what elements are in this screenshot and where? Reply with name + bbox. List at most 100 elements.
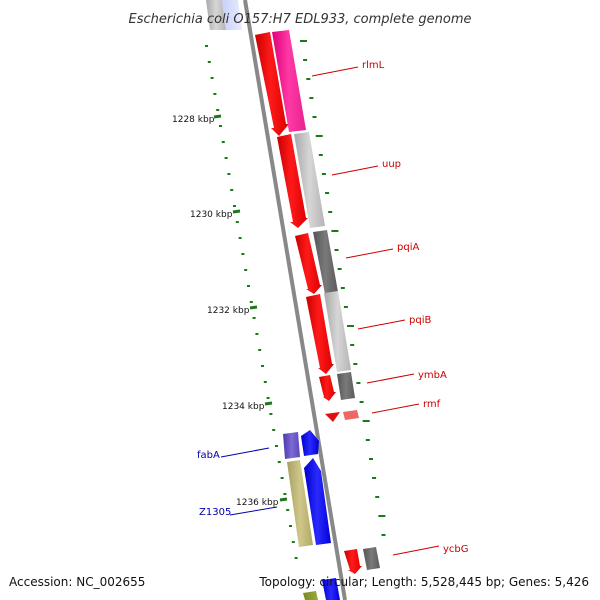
track-dot (221, 141, 225, 143)
track-dot (369, 458, 373, 460)
track-dot (303, 59, 308, 61)
gene-fabA-leader (220, 447, 270, 458)
track-dot (235, 221, 239, 223)
track-dot (291, 541, 295, 543)
track-dot (230, 189, 234, 191)
gene-pqiB-leader (357, 319, 406, 330)
track-dot (213, 93, 217, 95)
tick-label-1234: 1234 kbp (222, 402, 265, 412)
gene-pqiA-box (313, 230, 338, 294)
track-dot (263, 381, 267, 383)
feature-block-top-pale (222, 0, 242, 30)
gene-Z1305-arrow (304, 458, 331, 545)
track-dot (277, 461, 281, 463)
track-dot (340, 287, 345, 289)
gene-uup-arrow (277, 134, 308, 228)
genome-summary-text: Topology: circular; Length: 5,528,445 bp… (258, 575, 589, 589)
track-dot (227, 173, 231, 175)
accession-text: Accession: NC_002655 (9, 575, 145, 589)
gene-ymbA-box (337, 372, 355, 400)
track-dot (233, 205, 236, 207)
track-dot (219, 125, 222, 127)
gene-fabA-box (283, 432, 300, 459)
feature-block-bottom-blue (322, 578, 340, 600)
track-dot (210, 77, 214, 79)
gene-ymbA-label: ymbA (418, 370, 447, 381)
gene-rmf-label: rmf (423, 399, 441, 410)
gene-pqiA-arrow (295, 233, 322, 294)
tick-track (205, 40, 386, 559)
gene-Z1305-label: Z1305 (199, 507, 231, 518)
track-dot (252, 317, 256, 319)
track-dot (275, 445, 278, 447)
track-dot (255, 333, 259, 335)
gene-rmf-box (343, 410, 359, 420)
feature-block-bottom-olive (303, 591, 318, 600)
gene-uup-box (294, 132, 325, 228)
track-dot (381, 534, 386, 536)
track-dot (238, 237, 242, 239)
track-dot (309, 97, 314, 99)
gene-uup-label: uup (382, 159, 401, 170)
gene-ycbG-label: ycbG (443, 544, 469, 555)
gene-Z1305-box (287, 460, 313, 547)
track-dot (306, 78, 311, 80)
gene-fabA-label: fabA (197, 450, 220, 461)
track-dot (362, 420, 370, 422)
map-title: Escherichia coli O157:H7 EDL933, complet… (129, 12, 472, 27)
gene-ycbG-leader (392, 545, 440, 556)
track-dot (247, 285, 250, 287)
tick-dots (205, 40, 386, 559)
track-dot (315, 135, 323, 137)
track-dot (216, 109, 220, 111)
track-dot (318, 154, 323, 156)
track-dot (205, 45, 208, 47)
track-dot (283, 493, 287, 495)
track-dot (343, 306, 348, 308)
track-dot (294, 557, 298, 559)
gene-rlmL-label: rlmL (362, 60, 385, 71)
gene-labels: rlmL uup pqiA pqiB ymbA rmf fabA Z1305 y… (197, 60, 469, 556)
tick-label-1232: 1232 kbp (207, 306, 250, 316)
track-dot (378, 515, 386, 517)
track-dot (249, 301, 253, 303)
feature-track (206, 0, 380, 600)
track-dot (224, 157, 228, 159)
gene-fabA-arrow (301, 430, 319, 456)
tick-mark-1230 (232, 209, 241, 214)
track-dot (312, 116, 317, 118)
track-dot (241, 253, 245, 255)
tick-mark-1236 (279, 497, 288, 502)
gene-rmf-leader (371, 403, 420, 414)
gene-rlmL-leader (311, 66, 359, 77)
genome-backbone (243, 0, 347, 600)
gene-ymbA-arrow (319, 375, 336, 401)
gene-pqiA-label: pqiA (397, 242, 419, 253)
track-dot (244, 269, 248, 271)
track-dot (325, 192, 330, 194)
track-dot (372, 477, 377, 479)
tick-label-1236: 1236 kbp (236, 498, 279, 508)
gene-pqiA-leader (345, 248, 394, 259)
track-dot (207, 61, 211, 63)
track-dot (258, 349, 262, 351)
gene-pqiB-box (324, 291, 351, 372)
track-dot (321, 173, 326, 175)
tick-label-1230: 1230 kbp (190, 210, 233, 220)
feature-block-top-gray (206, 0, 226, 30)
track-dot (266, 397, 270, 399)
gene-ymbA-leader (366, 373, 415, 384)
track-dot (353, 363, 358, 365)
track-dot (286, 509, 290, 511)
track-dot (331, 230, 339, 232)
track-dot (280, 477, 284, 479)
gene-rlmL-arrow (255, 32, 289, 136)
track-dot (269, 413, 273, 415)
track-dot (261, 365, 264, 367)
tick-mark-1234 (264, 401, 273, 406)
gene-uup-leader (331, 165, 379, 176)
gene-rmf-arrow (325, 412, 340, 422)
gene-pqiB-label: pqiB (409, 315, 431, 326)
gene-ycbG-box (363, 547, 380, 570)
